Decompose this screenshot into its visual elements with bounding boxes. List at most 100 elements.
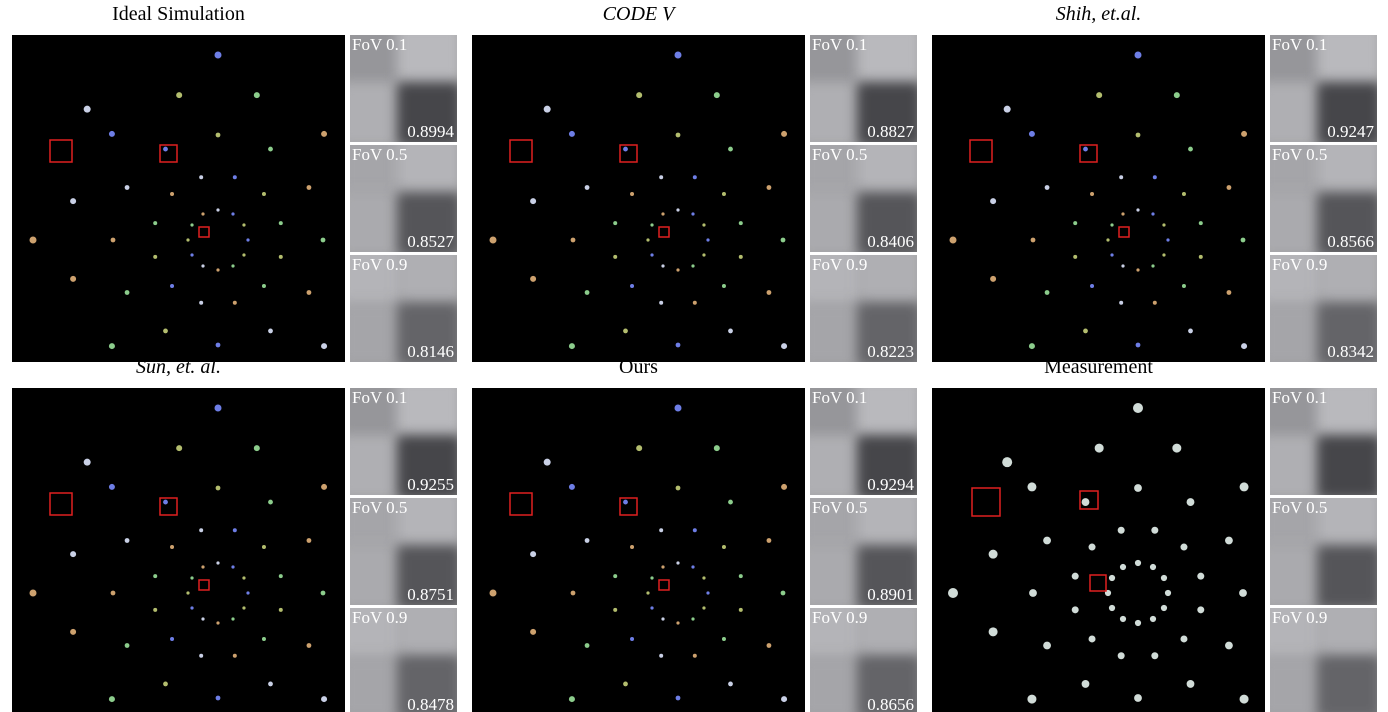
crop-label: FoV 0.9 — [812, 608, 867, 628]
psf-spot — [279, 574, 283, 578]
psf-spot — [646, 238, 649, 241]
psf-spot — [722, 284, 726, 288]
psf-spot — [676, 133, 681, 138]
crop: FoV 0.10.9294 — [810, 388, 917, 495]
psf-spot — [153, 574, 157, 578]
psf-spot — [262, 637, 266, 641]
psf-spot — [571, 591, 576, 596]
psf-spot — [706, 591, 709, 594]
psf-spot — [242, 253, 245, 256]
psf-spot — [176, 92, 182, 98]
psf-spot — [109, 696, 115, 702]
psf-spot — [233, 175, 237, 179]
psf-spot — [1187, 498, 1195, 506]
psf-spot — [201, 617, 204, 620]
psf-spot — [321, 238, 326, 243]
crop-value: 0.8478 — [407, 695, 454, 712]
crop: FoV 0.1 0.9247 — [1270, 35, 1377, 142]
psf-spot — [1110, 223, 1113, 226]
psf-spot — [1180, 544, 1187, 551]
psf-spot — [1240, 482, 1249, 491]
psf-spot — [613, 221, 617, 225]
psf-spot — [1120, 616, 1126, 622]
crop: FoV 0.5 — [1270, 498, 1377, 605]
psf-spot — [702, 223, 705, 226]
psf-spot — [613, 574, 617, 578]
panel-title: Measurement — [932, 356, 1265, 378]
psf-spot — [676, 208, 679, 211]
psf-spot — [781, 238, 786, 243]
highlight-box — [50, 140, 72, 162]
psf-spot — [1073, 221, 1077, 225]
crop-value: 0.8146 — [407, 342, 454, 362]
psf-spot — [70, 629, 76, 635]
psf-spot — [125, 290, 130, 295]
psf-spot — [307, 538, 312, 543]
crop-value: 0.9247 — [1327, 122, 1374, 142]
psf-spot — [1153, 301, 1157, 305]
psf-spot — [176, 445, 182, 451]
psf-spot — [585, 643, 590, 648]
psf-spot — [1118, 527, 1125, 534]
crop: FoV 0.50.8527 — [350, 145, 457, 252]
psf-spot — [585, 290, 590, 295]
psf-image — [472, 388, 805, 712]
psf-spot — [84, 459, 91, 466]
psf-spot — [676, 486, 681, 491]
crop-value: 0.8223 — [867, 342, 914, 362]
psf-spot — [190, 223, 193, 226]
psf-spot — [1133, 403, 1143, 413]
psf-spot — [1029, 131, 1035, 137]
psf-image — [932, 388, 1265, 712]
psf-spot — [1227, 290, 1232, 295]
psf-spot — [111, 238, 116, 243]
psf-spot — [215, 405, 222, 412]
highlight-box — [620, 498, 637, 515]
psf-spot — [233, 528, 237, 532]
highlight-box — [160, 498, 177, 515]
psf-spot — [153, 255, 157, 259]
psf-spot — [569, 484, 575, 490]
psf-spot — [706, 238, 709, 241]
crop-label: FoV 0.1 — [812, 35, 867, 55]
psf-spot — [1072, 573, 1079, 580]
psf-spot — [216, 343, 221, 348]
psf-spot — [722, 545, 726, 549]
psf-spot — [199, 175, 203, 179]
crop-label: FoV 0.9 — [1272, 608, 1327, 628]
panel-title: Ideal Simulation — [12, 3, 345, 25]
psf-spot — [279, 221, 283, 225]
psf-spot — [163, 682, 168, 687]
psf-spot — [585, 538, 590, 543]
psf-spot — [950, 237, 957, 244]
psf-spot — [1165, 590, 1171, 596]
psf-spot — [216, 621, 219, 624]
crop-label: FoV 0.1 — [1272, 35, 1327, 55]
psf-spot — [1225, 537, 1233, 545]
psf-spot — [693, 175, 697, 179]
psf-spot — [728, 500, 733, 505]
crop-label: FoV 0.5 — [1272, 145, 1327, 165]
psf-spot — [702, 606, 705, 609]
psf-spot — [659, 654, 663, 658]
psf-spot — [216, 208, 219, 211]
psf-spot — [1027, 482, 1036, 491]
psf-spot — [1118, 652, 1125, 659]
psf-spot — [190, 576, 193, 579]
psf-spot — [216, 696, 221, 701]
psf-spot — [767, 538, 772, 543]
psf-spot — [1135, 620, 1141, 626]
psf-spot — [1029, 589, 1037, 597]
psf-spot — [1096, 92, 1102, 98]
psf-spot — [246, 591, 249, 594]
crop-value: 0.8827 — [867, 122, 914, 142]
psf-spot — [268, 329, 273, 334]
crop-label: FoV 0.5 — [1272, 498, 1327, 518]
psf-spot — [613, 608, 617, 612]
psf-spot — [153, 608, 157, 612]
psf-spot — [268, 500, 273, 505]
crop-value: 0.8527 — [407, 232, 454, 252]
psf-graphic — [12, 35, 345, 362]
psf-spot — [728, 682, 733, 687]
